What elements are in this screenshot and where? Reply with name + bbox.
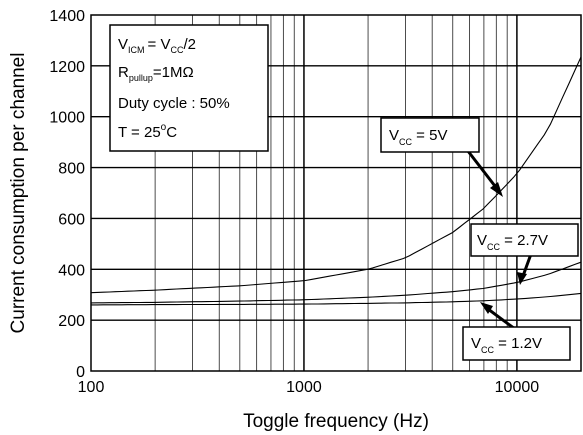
- condition-vicm-tail: /2: [183, 36, 196, 53]
- y-tick-label-7: 1400: [49, 8, 85, 25]
- annotation-1-2v-tail: = 1.2V: [494, 335, 542, 352]
- y-tick-label-5: 1000: [49, 110, 85, 127]
- annotation-5v: VCC = 5V: [380, 117, 503, 197]
- condition-rpullup-sub: pullup: [129, 73, 153, 83]
- annotation-2-7v-arrowhead: [517, 272, 527, 285]
- y-tick-label-1: 200: [58, 313, 85, 330]
- condition-rpullup: Rpullup=1MΩ: [118, 64, 194, 83]
- x-tick-label-0: 100: [78, 379, 105, 396]
- annotation-2-7v-label: VCC = 2.7V: [477, 232, 548, 252]
- annotation-2-7v: VCC = 2.7V: [470, 223, 579, 285]
- annotation-2-7v-sub: CC: [487, 242, 500, 252]
- ticks: 0 200 400 600 800 1000 1200 1400 100 1000 10000: [49, 8, 539, 396]
- annotation-2-7v-arrow-line: [521, 253, 533, 277]
- condition-vicm: VICM = VCC/2: [118, 36, 196, 55]
- annotation-1-2v-arrow-line: [487, 307, 516, 331]
- y-tick-label-0: 0: [76, 364, 85, 381]
- condition-vicm-eq: = V: [148, 36, 171, 53]
- y-tick-label-6: 1200: [49, 59, 85, 76]
- x-tick-label-2: 10000: [495, 379, 540, 396]
- annotation-5v-sub: CC: [399, 137, 412, 147]
- conditions-frame: [109, 24, 269, 152]
- series-2-7v-line: [90, 261, 582, 304]
- annotation-1-2v-v: V: [471, 335, 481, 352]
- plot-frame: [90, 14, 582, 372]
- condition-rpullup-r: R: [118, 64, 129, 81]
- y-tick-label-3: 600: [58, 211, 85, 228]
- annotation-1-2v-box: [462, 326, 571, 361]
- annotation-2-7v-v: V: [477, 232, 487, 249]
- condition-duty: Duty cycle : 50%: [118, 95, 230, 112]
- annotation-1-2v-sub: CC: [481, 345, 494, 355]
- condition-temp-unit: C: [166, 124, 177, 141]
- condition-vcc-sub: CC: [170, 45, 183, 55]
- annotation-5v-tail: = 5V: [412, 127, 447, 144]
- conditions-box: VICM = VCC/2 Rpullup=1MΩ Duty cycle : 50%…: [109, 24, 269, 152]
- annotation-1-2v-label: VCC = 1.2V: [471, 335, 542, 355]
- condition-rpullup-value: =1MΩ: [153, 64, 194, 81]
- condition-vicm-sub: ICM: [128, 45, 145, 55]
- annotation-2-7v-box: [470, 223, 579, 257]
- series-1-2v-line: [91, 292, 582, 306]
- condition-temp-value: T = 25: [118, 124, 161, 141]
- annotation-1-2v-arrowhead: [480, 302, 493, 314]
- condition-temp-deg: o: [161, 122, 167, 133]
- condition-vicm-v: V: [118, 36, 128, 53]
- y-tick-label-4: 800: [58, 161, 85, 178]
- annotation-5v-box: [380, 117, 480, 153]
- annotation-5v-arrowhead: [490, 182, 503, 197]
- x-tick-label-1: 1000: [286, 379, 322, 396]
- annotation-5v-v: V: [389, 127, 399, 144]
- y-axis-label: Current consumption per channel: [8, 53, 29, 334]
- annotation-5v-label: VCC = 5V: [389, 127, 447, 147]
- y-tick-label-2: 400: [58, 262, 85, 279]
- annotation-2-7v-tail: = 2.7V: [500, 232, 548, 249]
- annotation-1-2v: VCC = 1.2V: [462, 302, 571, 361]
- x-axis-label: Toggle frequency (Hz): [243, 411, 429, 432]
- condition-temp: T = 25oC: [118, 122, 177, 141]
